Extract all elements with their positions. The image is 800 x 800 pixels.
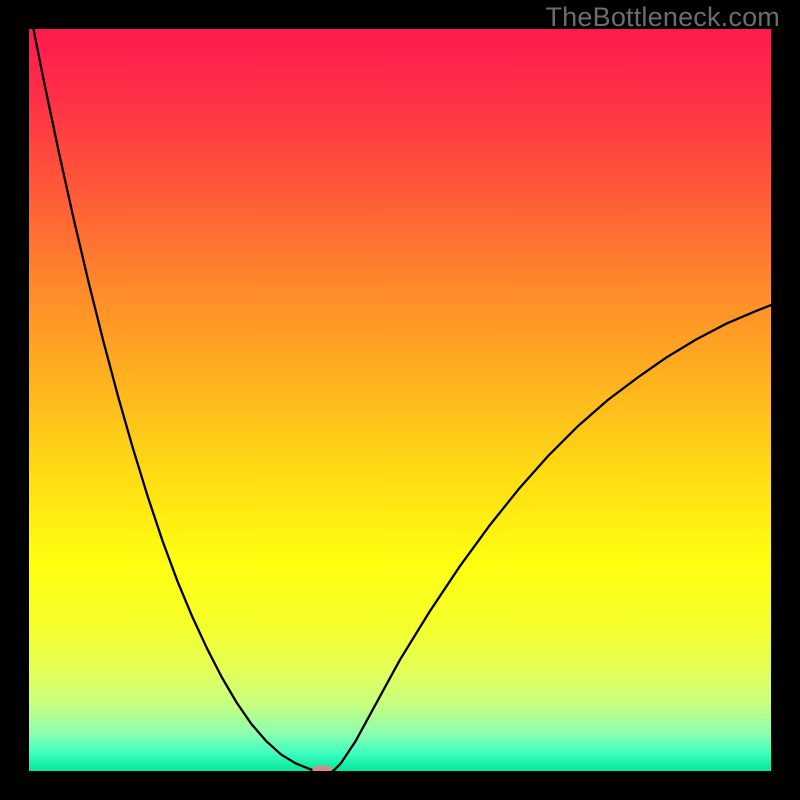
minimum-marker: [312, 766, 331, 771]
chart-frame: TheBottleneck.com: [0, 0, 800, 800]
watermark-text: TheBottleneck.com: [545, 2, 780, 33]
plot-area: [29, 29, 771, 771]
plot-svg: [29, 29, 771, 771]
